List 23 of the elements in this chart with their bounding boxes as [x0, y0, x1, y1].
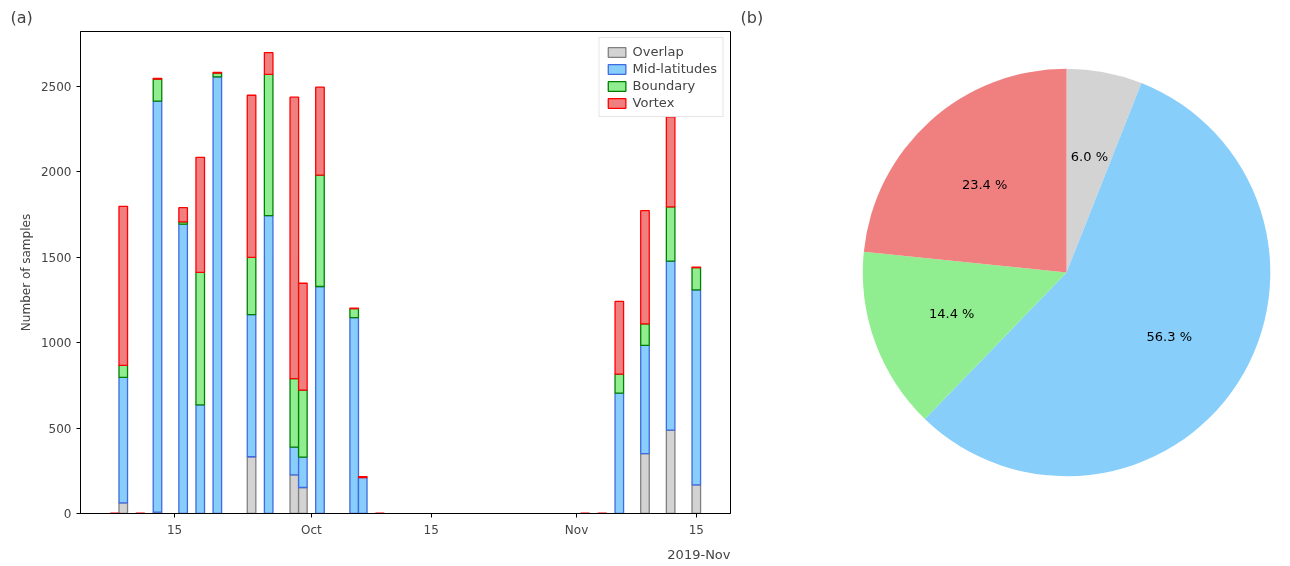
data-label: 6.0 % [1070, 148, 1109, 164]
y-tick-label: 1500 [40, 250, 72, 265]
chart-title: (a) [10, 7, 33, 27]
y-tick-label: 1000 [40, 336, 72, 351]
x-tick-label: 15 [166, 522, 183, 537]
y-axis-title: Number of samples [18, 213, 33, 332]
legend-label: Mid-latitudes [632, 61, 717, 76]
legend-label: Overlap [632, 44, 684, 59]
legend-label: Boundary [632, 78, 696, 93]
x-tick-label: Oct [301, 522, 323, 537]
x-tick-label: Nov [564, 522, 589, 537]
y-tick-label: 500 [48, 421, 72, 436]
x-tick-label: 15 [688, 522, 704, 537]
y-tick-label: 2500 [40, 79, 72, 94]
data-label: 56.3 % [1146, 329, 1193, 345]
y-tick-label: 0 [63, 507, 72, 521]
legend-label: Vortex [632, 95, 675, 110]
data-label: 23.4 % [961, 177, 1008, 193]
y-tick-label: 2000 [40, 165, 72, 180]
data-label: 14.4 % [928, 305, 975, 321]
text: 2019-Nov [667, 546, 731, 562]
x-tick-label: 15 [423, 522, 439, 537]
chart-title: (b) [740, 7, 764, 27]
